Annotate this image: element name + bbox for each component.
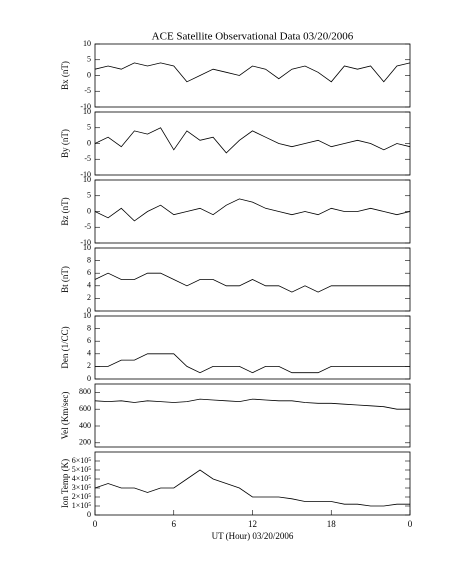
y-tick-label: 4 (87, 281, 91, 290)
y-tick-label: 800 (79, 387, 91, 396)
x-tick-label: 6 (172, 519, 177, 529)
x-tick-label: 18 (327, 519, 337, 529)
y-tick-label: 10 (83, 311, 91, 320)
y-tick-label: 400 (79, 421, 91, 430)
y-tick-label: 2×10⁵ (72, 492, 92, 501)
y-axis-label: Vel (Km/sec) (60, 392, 70, 440)
data-line (94, 62, 411, 83)
y-tick-label: 10 (83, 243, 91, 252)
y-tick-label: 10 (83, 39, 91, 48)
y-axis-label: Bt (nT) (60, 266, 70, 293)
y-tick-label: 0 (87, 510, 91, 519)
y-tick-label: 6×10⁵ (72, 456, 92, 465)
y-tick-label: 10 (83, 107, 91, 116)
y-tick-label: 0 (87, 70, 91, 79)
y-tick-label: 6 (87, 268, 91, 277)
plot-frame (94, 111, 411, 176)
data-line (94, 198, 411, 222)
plot-frame (94, 179, 411, 244)
data-line (94, 469, 410, 507)
plot-frame (94, 43, 411, 108)
y-tick-label: -10 (80, 170, 91, 179)
y-tick-label: 8 (87, 323, 91, 332)
y-tick-label: 6 (87, 336, 91, 345)
y-axis-label: By (nT) (60, 129, 70, 158)
y-tick-label: -5 (84, 86, 91, 95)
x-tick-label: 12 (248, 519, 257, 529)
y-tick-label: 5 (87, 191, 91, 200)
y-axis-label: Den (1/CC) (60, 326, 70, 368)
y-tick-label: 4 (87, 349, 91, 358)
y-tick-label: 0 (87, 306, 91, 315)
plot-frame (94, 451, 411, 516)
y-tick-label: 3×10⁵ (72, 483, 92, 492)
y-axis-label: Bx (nT) (60, 61, 70, 90)
y-tick-label: 4×10⁵ (72, 474, 92, 483)
y-tick-label: 200 (79, 438, 91, 447)
y-tick-label: 10 (83, 175, 91, 184)
y-tick-label: 2 (87, 361, 91, 370)
y-tick-label: -10 (80, 102, 91, 111)
y-tick-label: -5 (84, 154, 91, 163)
y-axis-label: Bz (nT) (60, 197, 70, 225)
y-axis-label: Ion Temp (K) (60, 459, 70, 508)
y-tick-label: -10 (80, 238, 91, 247)
y-tick-label: 0 (87, 206, 91, 215)
data-line (94, 272, 410, 293)
x-tick-label: 0 (93, 519, 98, 529)
chart-title: ACE Satellite Observational Data 03/20/2… (152, 31, 354, 43)
data-line (95, 353, 410, 374)
y-tick-label: 0 (87, 138, 91, 147)
y-tick-label: 5×10⁵ (72, 465, 92, 474)
y-tick-label: 1×10⁵ (72, 501, 92, 510)
plot-frame (94, 383, 411, 448)
data-line (94, 398, 410, 410)
y-tick-label: 8 (87, 255, 91, 264)
y-tick-label: 5 (87, 123, 91, 132)
plot-frame (94, 315, 411, 380)
y-tick-label: 0 (87, 374, 91, 383)
data-line (94, 127, 411, 154)
x-axis-label: UT (Hour) 03/20/2006 (212, 531, 294, 541)
y-tick-label: 2 (87, 293, 91, 302)
y-tick-label: -5 (84, 222, 91, 231)
x-tick-label: 0 (408, 519, 413, 529)
y-tick-label: 5 (87, 55, 91, 64)
y-tick-label: 600 (79, 404, 91, 413)
